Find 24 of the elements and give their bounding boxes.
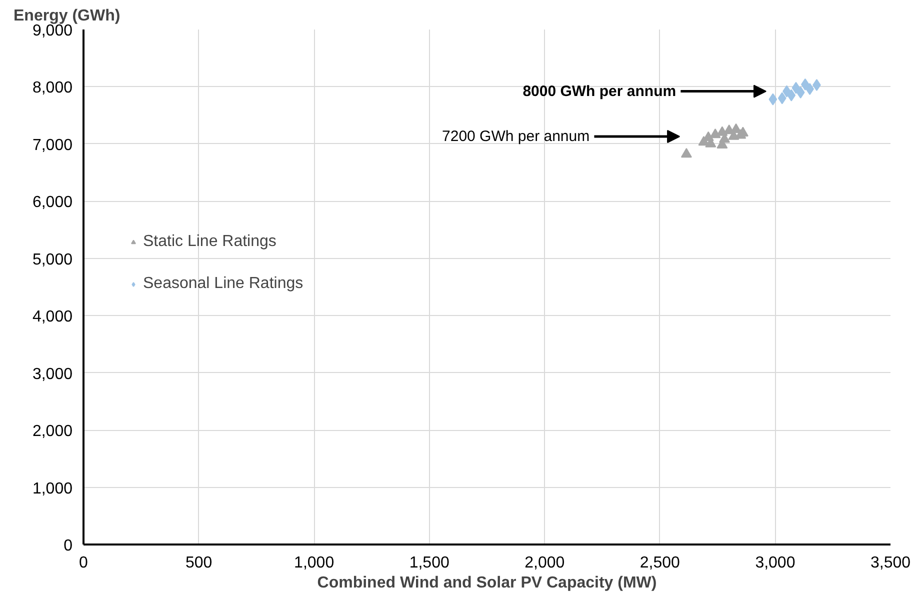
x-axis-title: Combined Wind and Solar PV Capacity (MW): [317, 574, 657, 592]
x-tick-label: 1,500: [409, 554, 450, 572]
y-tick-label: 8,000: [32, 80, 73, 97]
y-tick-label: 3,000: [32, 366, 73, 383]
annotation: 7200 GWh per annum: [442, 128, 590, 146]
y-tick-label: 7,000: [32, 136, 73, 154]
y-tick-label: 0: [64, 538, 73, 554]
y-tick-label: 9,000: [32, 22, 73, 40]
legend-label: Static Line Ratings: [143, 233, 276, 251]
x-tick-label: 3,000: [755, 554, 796, 572]
y-tick-label: 6,000: [32, 194, 73, 212]
y-tick-label: 1,000: [32, 480, 73, 498]
x-tick-label: 2,000: [524, 554, 565, 572]
x-tick-label: 2,500: [640, 554, 680, 572]
y-axis-title: Energy (GWh): [14, 8, 120, 24]
x-tick-label: 3,500: [870, 554, 911, 572]
legend-label: Seasonal Line Ratings: [143, 275, 304, 293]
annotation: 8000 GWh per annum: [522, 82, 676, 100]
y-tick-label: 4,000: [32, 308, 73, 326]
y-tick-label: 2,000: [32, 423, 73, 440]
x-tick-label: 500: [185, 554, 212, 572]
x-tick-label: 0: [79, 554, 88, 572]
y-tick-label: 5,000: [32, 251, 73, 268]
x-tick-label: 1,000: [294, 554, 334, 572]
